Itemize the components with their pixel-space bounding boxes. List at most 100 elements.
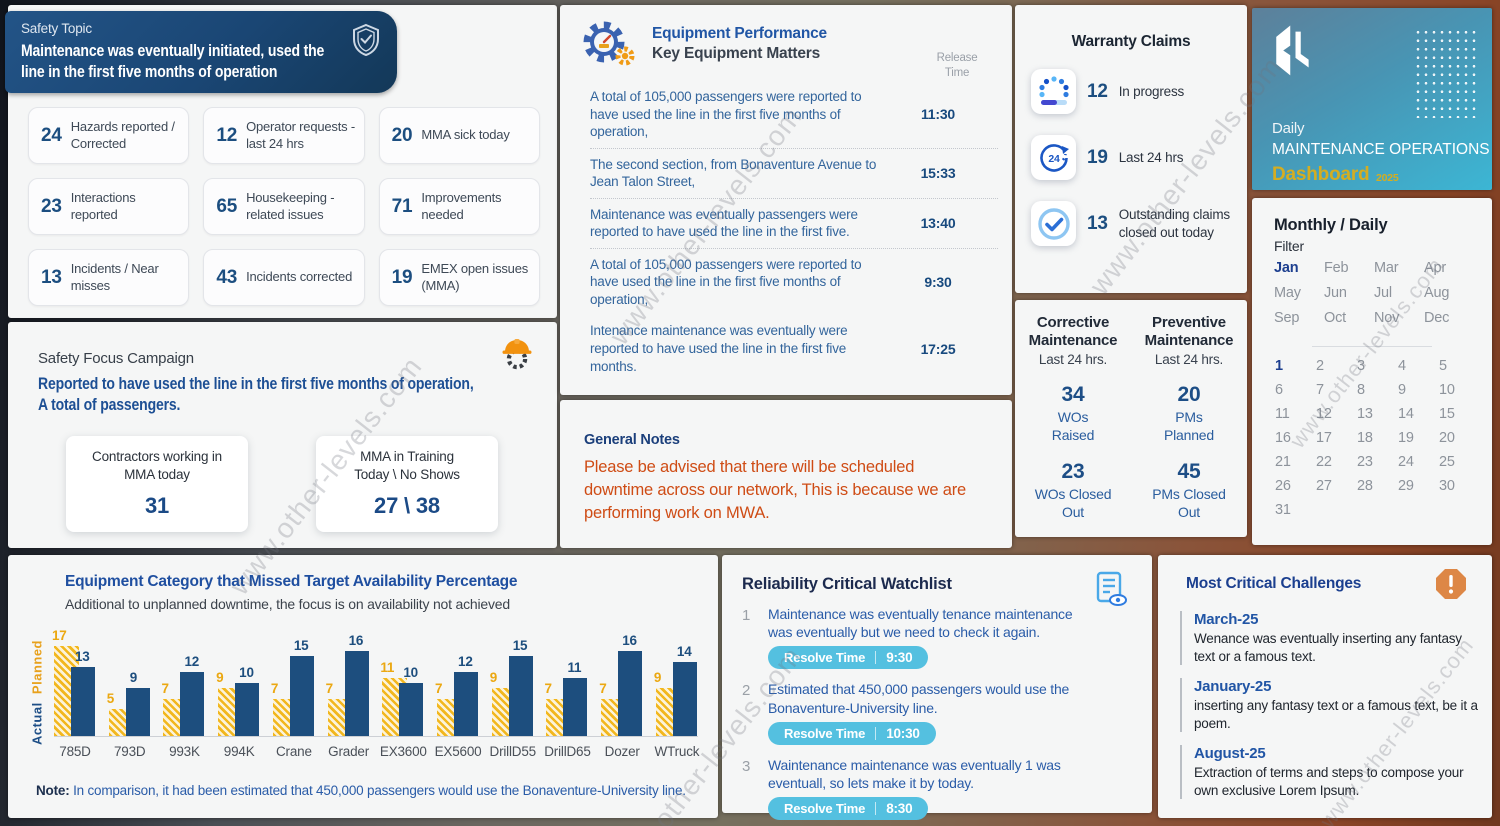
day-option[interactable]: 20 <box>1439 430 1455 446</box>
day-option[interactable]: 9 <box>1398 382 1406 398</box>
month-option[interactable]: Aug <box>1424 285 1450 301</box>
day-option[interactable]: 12 <box>1316 406 1332 422</box>
stat-card: 43 Incidents corrected <box>203 249 365 306</box>
day-option[interactable]: 4 <box>1398 358 1406 374</box>
month-option[interactable]: Jul <box>1374 285 1392 301</box>
warranty-claim-item: 12 In progress <box>1031 69 1243 114</box>
challenges-title: Most Critical Challenges <box>1186 575 1362 592</box>
day-option[interactable]: 3 <box>1357 358 1365 374</box>
day-option[interactable]: 1 <box>1275 358 1283 374</box>
day-option[interactable]: 28 <box>1357 478 1373 494</box>
actual-bar <box>618 651 643 736</box>
resolve-time-label: Resolve Time <box>784 801 866 817</box>
month-option[interactable]: Dec <box>1424 310 1450 326</box>
day-option[interactable]: 24 <box>1398 454 1414 470</box>
month-option[interactable]: Jun <box>1324 285 1347 301</box>
bar-group: 7 15 Crane <box>271 638 315 759</box>
bar-group: 7 12 993K <box>161 647 205 759</box>
chart-subtitle: Additional to unplanned downtime, the fo… <box>65 596 510 612</box>
maintenance-metric-label: PMs Planned <box>1164 409 1214 443</box>
actual-bar <box>508 656 533 736</box>
stat-card: 19 EMEX open issues (MMA) <box>378 249 540 306</box>
filter-title: Monthly / Daily <box>1274 216 1388 234</box>
day-option[interactable]: 6 <box>1275 382 1283 398</box>
brand-daily: Daily <box>1272 120 1305 137</box>
day-option[interactable]: 5 <box>1439 358 1447 374</box>
month-option[interactable]: Oct <box>1324 310 1346 326</box>
day-option[interactable]: 17 <box>1316 430 1332 446</box>
month-grid: Jan Feb Mar Apr May Jun Jul Aug Sep Oct Nov Dec <box>1274 260 1474 326</box>
day-option[interactable]: 29 <box>1398 478 1414 494</box>
maintenance-summary-panel: Corrective Maintenance Last 24 hrs. 34 WOs … <box>1015 300 1247 537</box>
day-option[interactable]: 7 <box>1316 382 1324 398</box>
warranty-claims-title: Warranty Claims <box>1071 33 1191 50</box>
day-option[interactable]: 8 <box>1357 382 1365 398</box>
stat-value: 12 <box>216 124 238 146</box>
bar-group: 9 15 DrillD55 <box>490 638 537 759</box>
day-option[interactable]: 16 <box>1275 430 1291 446</box>
stat-value: 20 <box>391 124 413 146</box>
day-option[interactable]: 10 <box>1439 382 1455 398</box>
pill-divider <box>875 726 877 740</box>
day-option[interactable]: 2 <box>1316 358 1324 374</box>
planned-value-label: 11 <box>380 660 395 675</box>
bar-group: 9 14 WTruck <box>654 644 700 759</box>
day-option[interactable]: 22 <box>1316 454 1332 470</box>
focus-card-label: Contractors working in MMA today <box>92 449 222 483</box>
day-option[interactable]: 11 <box>1275 406 1290 422</box>
month-option[interactable]: Mar <box>1374 260 1399 276</box>
actual-value-label: 11 <box>567 660 582 675</box>
equipment-performance-panel: Equipment Performance Key Equipment Matt… <box>560 5 1012 395</box>
month-option[interactable]: Jan <box>1274 260 1299 276</box>
stat-label: Improvements needed <box>421 190 502 222</box>
actual-value-label: 16 <box>348 633 364 648</box>
stat-value: 19 <box>391 266 413 288</box>
day-option[interactable]: 31 <box>1275 502 1291 518</box>
resolve-time-pill: Resolve Time 10:30 <box>768 721 936 745</box>
day-option[interactable]: 19 <box>1398 430 1414 446</box>
stat-value: 13 <box>41 266 62 288</box>
chart-note: Note: In comparison, it had been estimat… <box>36 783 686 798</box>
resolve-time-value: 10:30 <box>886 725 920 741</box>
day-option[interactable]: 23 <box>1357 454 1373 470</box>
maintenance-metric-value: 20 <box>1177 383 1201 406</box>
equipment-row: A total of 105,000 passengers were repor… <box>590 249 998 316</box>
stat-value: 43 <box>216 266 238 288</box>
day-option[interactable]: 14 <box>1398 406 1414 422</box>
day-option[interactable]: 21 <box>1275 454 1291 470</box>
focus-card: MMA in Training Today \ No Shows 27 \ 38 <box>316 436 498 532</box>
month-option[interactable]: Apr <box>1424 260 1446 276</box>
day-option[interactable]: 26 <box>1275 478 1291 494</box>
day-option[interactable]: 15 <box>1439 406 1455 422</box>
day-grid: 1 2 3 4 5 6 7 8 9 10 11 12 13 14 15 16 17 18 19 20 21 22 23 24 2… <box>1275 358 1480 518</box>
day-option[interactable]: 25 <box>1439 454 1455 470</box>
day-option[interactable]: 30 <box>1439 478 1455 494</box>
safety-topic-label: Safety Topic <box>21 21 92 36</box>
day-option[interactable]: 13 <box>1357 406 1373 422</box>
stat-value: 23 <box>41 195 62 217</box>
month-option[interactable]: Feb <box>1324 260 1349 276</box>
planned-value-label: 9 <box>216 670 224 685</box>
stat-label: Incidents corrected <box>246 269 353 285</box>
resolve-time-label: Resolve Time <box>784 650 866 666</box>
bar-group: 17 13 785D <box>52 628 96 759</box>
day-option[interactable]: 18 <box>1357 430 1373 446</box>
maintenance-metric-value: 34 <box>1061 383 1085 406</box>
day-option[interactable]: 27 <box>1316 478 1332 494</box>
safety-focus-panel: Safety Focus Campaign Reported to have u… <box>8 322 557 548</box>
equipment-row: Maintenance was eventually passengers we… <box>590 199 998 249</box>
category-label: Crane <box>275 744 312 759</box>
month-option[interactable]: Nov <box>1374 310 1400 326</box>
maintenance-column: Corrective Maintenance Last 24 hrs. 34 WOs … <box>1015 314 1131 521</box>
actual-bar <box>125 688 150 736</box>
planned-value-label: 7 <box>435 681 443 696</box>
check-circle-icon <box>1031 201 1076 246</box>
month-option[interactable]: Sep <box>1274 310 1300 326</box>
filter-subtitle: Filter <box>1274 238 1304 254</box>
month-option[interactable]: May <box>1274 285 1301 301</box>
warranty-claim-value: 19 <box>1087 146 1108 168</box>
warranty-claim-item: 24 19 Last 24 hrs <box>1031 135 1243 180</box>
helmet-icon <box>502 339 532 370</box>
stat-label: Hazards reported / Corrected <box>70 119 175 151</box>
